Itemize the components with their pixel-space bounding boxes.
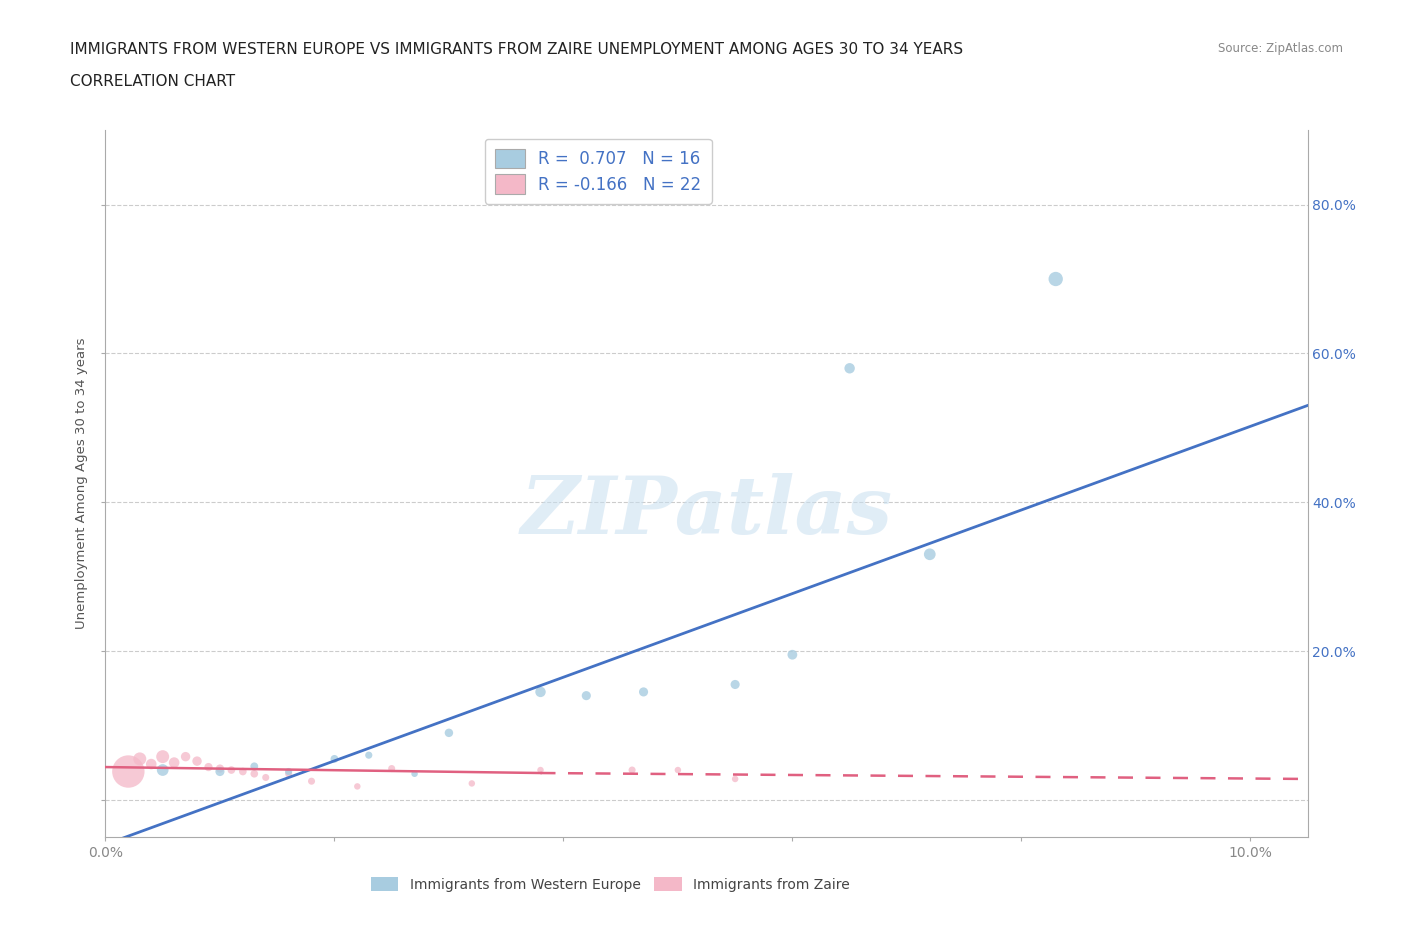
Point xyxy=(277,766,299,781)
Text: ZIPatlas: ZIPatlas xyxy=(520,473,893,551)
Text: Source: ZipAtlas.com: Source: ZipAtlas.com xyxy=(1218,42,1343,55)
Point xyxy=(724,677,747,692)
Point xyxy=(141,757,163,772)
Point xyxy=(163,755,186,770)
Point xyxy=(437,725,460,740)
Point xyxy=(208,764,231,779)
Text: CORRELATION CHART: CORRELATION CHART xyxy=(70,74,235,89)
Point xyxy=(461,776,484,790)
Point xyxy=(197,760,219,775)
Point xyxy=(724,772,747,787)
Point xyxy=(381,761,404,776)
Point xyxy=(621,763,644,777)
Point xyxy=(357,748,380,763)
Point xyxy=(243,759,266,774)
Point xyxy=(254,770,277,785)
Point xyxy=(529,763,551,777)
Point xyxy=(243,766,266,781)
Point xyxy=(152,750,174,764)
Point xyxy=(633,684,655,699)
Point xyxy=(221,763,243,777)
Point xyxy=(232,764,254,779)
Point xyxy=(666,763,689,777)
Text: IMMIGRANTS FROM WESTERN EUROPE VS IMMIGRANTS FROM ZAIRE UNEMPLOYMENT AMONG AGES : IMMIGRANTS FROM WESTERN EUROPE VS IMMIGR… xyxy=(70,42,963,57)
Point xyxy=(323,751,346,766)
Point xyxy=(529,684,551,699)
Point xyxy=(1045,272,1067,286)
Point xyxy=(346,779,368,794)
Point xyxy=(575,688,598,703)
Legend: Immigrants from Western Europe, Immigrants from Zaire: Immigrants from Western Europe, Immigran… xyxy=(366,871,855,897)
Point xyxy=(152,763,174,777)
Y-axis label: Unemployment Among Ages 30 to 34 years: Unemployment Among Ages 30 to 34 years xyxy=(75,338,89,630)
Point xyxy=(277,764,299,779)
Point xyxy=(782,647,804,662)
Point xyxy=(186,753,208,768)
Point xyxy=(838,361,860,376)
Point xyxy=(128,751,150,766)
Point xyxy=(174,750,197,764)
Point xyxy=(301,774,323,789)
Point xyxy=(117,764,139,779)
Point xyxy=(208,761,231,776)
Point xyxy=(918,547,941,562)
Point xyxy=(404,766,426,781)
